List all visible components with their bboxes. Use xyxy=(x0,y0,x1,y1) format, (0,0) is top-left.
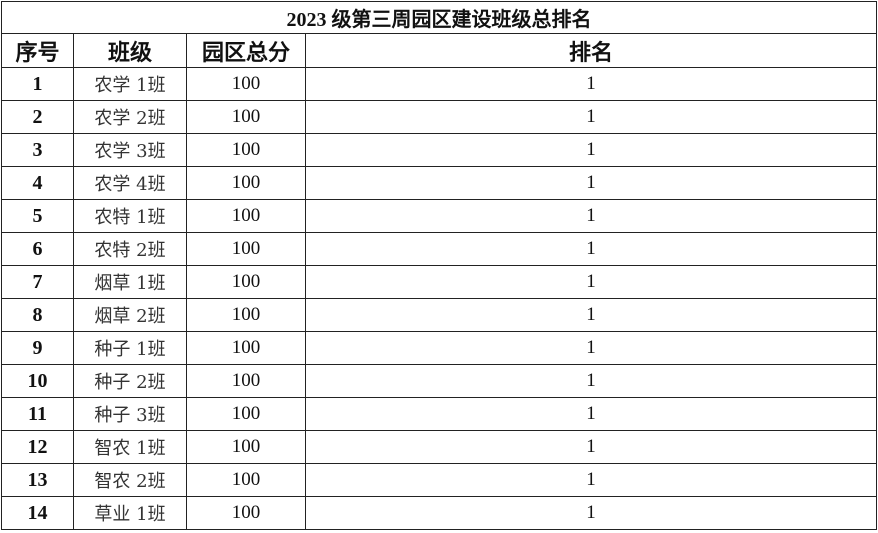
row-index: 11 xyxy=(1,397,74,431)
table-row: 9 种子 1班 100 1 xyxy=(1,331,877,365)
row-index: 6 xyxy=(1,232,74,266)
row-class: 智农 1班 xyxy=(73,430,187,464)
row-class: 农学 1班 xyxy=(73,67,187,101)
row-index: 4 xyxy=(1,166,74,200)
row-class: 智农 2班 xyxy=(73,463,187,497)
row-class: 种子 1班 xyxy=(73,331,187,365)
row-score: 100 xyxy=(186,496,306,530)
row-index: 9 xyxy=(1,331,74,365)
row-rank: 1 xyxy=(305,100,877,134)
row-class: 农特 1班 xyxy=(73,199,187,233)
table-row: 11 种子 3班 100 1 xyxy=(1,397,877,431)
table-title: 2023 级第三周园区建设班级总排名 xyxy=(1,1,877,34)
row-score: 100 xyxy=(186,265,306,299)
row-index: 12 xyxy=(1,430,74,464)
row-class: 烟草 2班 xyxy=(73,298,187,332)
row-rank: 1 xyxy=(305,67,877,101)
row-score: 100 xyxy=(186,232,306,266)
row-score: 100 xyxy=(186,397,306,431)
row-class: 种子 2班 xyxy=(73,364,187,398)
row-class: 草业 1班 xyxy=(73,496,187,530)
table-row: 13 智农 2班 100 1 xyxy=(1,463,877,497)
row-index: 1 xyxy=(1,67,74,101)
row-rank: 1 xyxy=(305,463,877,497)
row-rank: 1 xyxy=(305,133,877,167)
row-class: 农学 2班 xyxy=(73,100,187,134)
row-rank: 1 xyxy=(305,298,877,332)
row-score: 100 xyxy=(186,166,306,200)
row-class: 农学 3班 xyxy=(73,133,187,167)
row-index: 3 xyxy=(1,133,74,167)
row-score: 100 xyxy=(186,67,306,101)
row-class: 种子 3班 xyxy=(73,397,187,431)
row-score: 100 xyxy=(186,364,306,398)
row-rank: 1 xyxy=(305,364,877,398)
header-rank: 排名 xyxy=(305,33,877,68)
row-score: 100 xyxy=(186,331,306,365)
row-rank: 1 xyxy=(305,331,877,365)
table-row: 7 烟草 1班 100 1 xyxy=(1,265,877,299)
table-row: 2 农学 2班 100 1 xyxy=(1,100,877,134)
table-row: 3 农学 3班 100 1 xyxy=(1,133,877,167)
row-rank: 1 xyxy=(305,430,877,464)
table-row: 1 农学 1班 100 1 xyxy=(1,67,877,101)
header-class: 班级 xyxy=(73,33,187,68)
row-index: 8 xyxy=(1,298,74,332)
row-rank: 1 xyxy=(305,166,877,200)
table-row: 4 农学 4班 100 1 xyxy=(1,166,877,200)
table-row: 10 种子 2班 100 1 xyxy=(1,364,877,398)
table-row: 12 智农 1班 100 1 xyxy=(1,430,877,464)
table-row: 14 草业 1班 100 1 xyxy=(1,496,877,530)
row-score: 100 xyxy=(186,463,306,497)
header-row: 序号 班级 园区总分 排名 xyxy=(1,33,877,68)
row-score: 100 xyxy=(186,298,306,332)
row-score: 100 xyxy=(186,430,306,464)
row-rank: 1 xyxy=(305,232,877,266)
header-index: 序号 xyxy=(1,33,74,68)
row-rank: 1 xyxy=(305,265,877,299)
row-class: 烟草 1班 xyxy=(73,265,187,299)
row-class: 农特 2班 xyxy=(73,232,187,266)
row-score: 100 xyxy=(186,100,306,134)
row-index: 13 xyxy=(1,463,74,497)
row-index: 2 xyxy=(1,100,74,134)
row-rank: 1 xyxy=(305,397,877,431)
table-row: 6 农特 2班 100 1 xyxy=(1,232,877,266)
row-index: 10 xyxy=(1,364,74,398)
title-row: 2023 级第三周园区建设班级总排名 xyxy=(1,1,877,34)
row-class: 农学 4班 xyxy=(73,166,187,200)
table-row: 8 烟草 2班 100 1 xyxy=(1,298,877,332)
row-rank: 1 xyxy=(305,199,877,233)
table-row: 5 农特 1班 100 1 xyxy=(1,199,877,233)
row-rank: 1 xyxy=(305,496,877,530)
row-score: 100 xyxy=(186,133,306,167)
header-score: 园区总分 xyxy=(186,33,306,68)
row-index: 14 xyxy=(1,496,74,530)
row-index: 5 xyxy=(1,199,74,233)
row-index: 7 xyxy=(1,265,74,299)
row-score: 100 xyxy=(186,199,306,233)
